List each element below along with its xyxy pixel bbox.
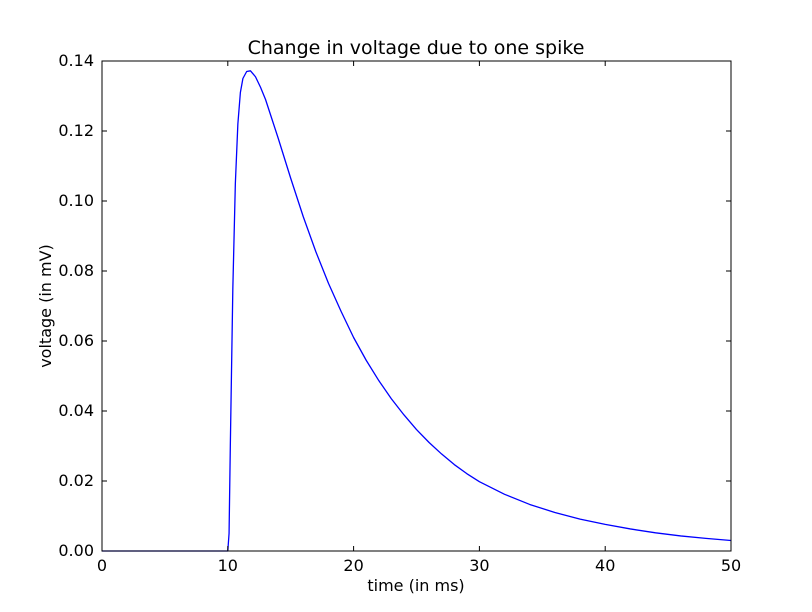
y-tick-label: 0.14 [58, 51, 94, 70]
x-tick-label: 30 [469, 556, 489, 575]
x-tick-label: 10 [218, 556, 238, 575]
series-line-0 [102, 70, 732, 552]
y-tick-label: 0.00 [58, 541, 94, 560]
plot-frame [101, 60, 732, 552]
x-tick-label: 0 [97, 556, 107, 575]
axis-ticks [101, 60, 732, 552]
chart-title: Change in voltage due to one spike [248, 37, 585, 59]
x-tick-label: 50 [721, 556, 741, 575]
x-tick-label: 40 [595, 556, 615, 575]
y-tick-label: 0.06 [58, 331, 94, 350]
y-tick-label: 0.08 [58, 261, 94, 280]
x-tick-label: 20 [343, 556, 363, 575]
plot-area [101, 60, 732, 552]
y-tick-label: 0.12 [58, 121, 94, 140]
y-axis-title: voltage (in mV) [36, 244, 55, 368]
y-tick-label: 0.04 [58, 401, 94, 420]
y-tick-label: 0.10 [58, 191, 94, 210]
x-axis-title: time (in ms) [367, 576, 464, 595]
y-tick-label: 0.02 [58, 471, 94, 490]
tick-labels: 0 10 20 30 40 50 0.00 0.02 0.04 0.06 0.08 0.10 0.12 0… [58, 51, 741, 575]
